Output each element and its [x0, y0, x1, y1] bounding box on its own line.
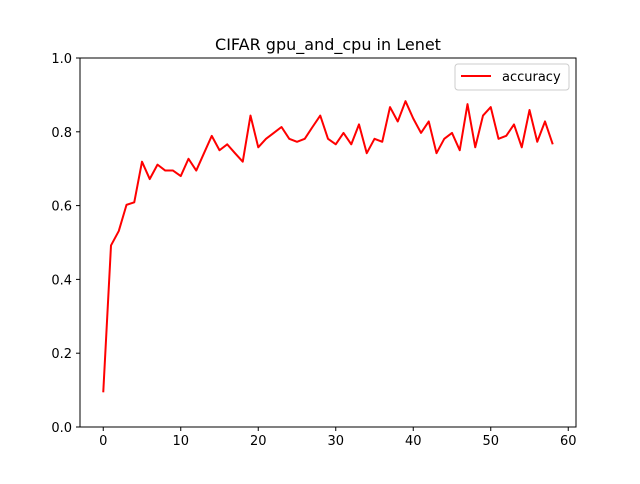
chart-title: CIFAR gpu_and_cpu in Lenet: [215, 35, 441, 55]
x-tick-label: 30: [327, 434, 344, 449]
legend: accuracy: [454, 63, 570, 91]
y-tick-label: 0.6: [51, 200, 72, 215]
x-tick-label: 40: [405, 434, 422, 449]
x-tick-label: 20: [250, 434, 267, 449]
series-line-accuracy: [102, 100, 554, 393]
x-tick-label: 50: [482, 434, 499, 449]
y-tick-label: 0.8: [51, 126, 72, 141]
legend-label-accuracy: accuracy: [502, 70, 561, 85]
x-tick-label: 60: [560, 434, 577, 449]
plot-area: [102, 100, 554, 393]
axes-frame: [79, 57, 577, 428]
x-tick-label: 10: [172, 434, 189, 449]
y-tick-label: 0.2: [51, 347, 72, 362]
y-tick-label: 0.0: [51, 421, 72, 436]
y-tick-label: 1.0: [51, 52, 72, 67]
legend-box: [454, 63, 570, 91]
axes: 0 10 20 30 40 50 60 0.0 0.2 0.4 0.6 0.8 1.0: [51, 52, 576, 449]
y-tick-label: 0.4: [51, 273, 72, 288]
x-tick-label: 0: [99, 434, 107, 449]
